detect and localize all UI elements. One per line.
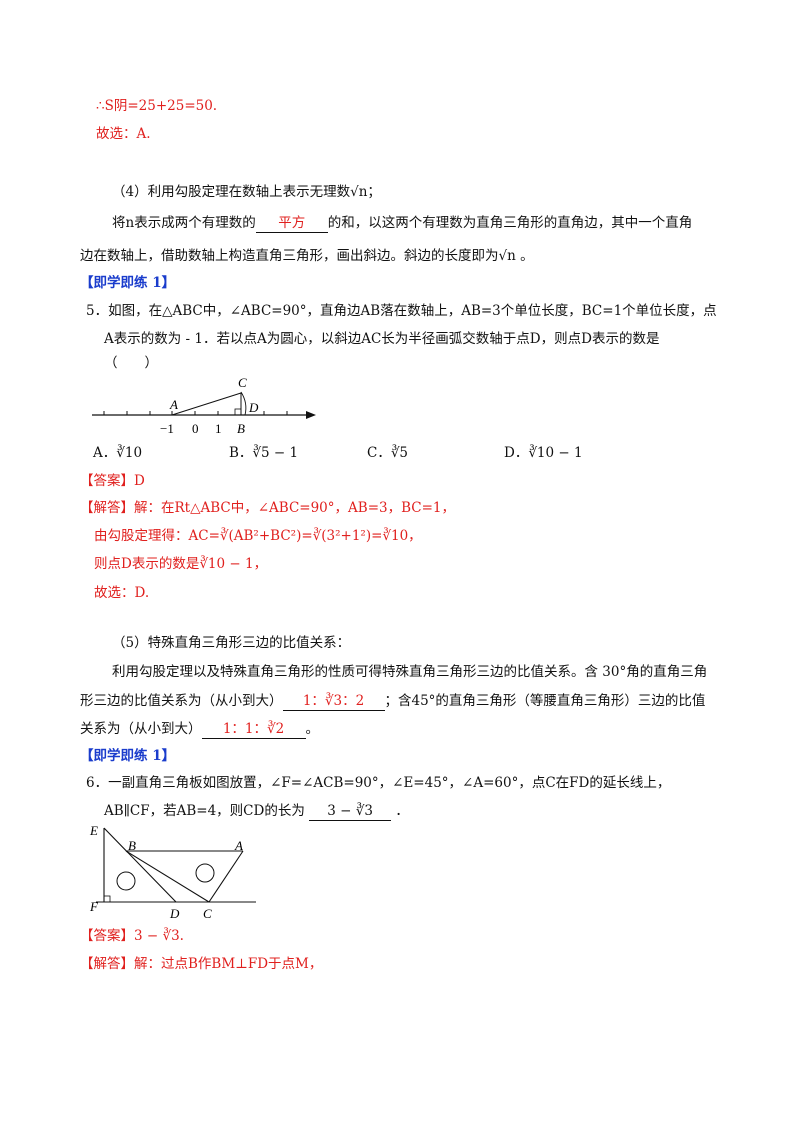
q5-line1: 5．如图，在△ABC中，∠ABC=90°，直角边AB落在数轴上，AB=3个单位长… <box>86 303 717 319</box>
option-b: B．∛5 − 1 <box>229 445 299 461</box>
area-equation: ∴S阴=25+25=50. <box>96 98 218 114</box>
label-A: A <box>169 397 178 412</box>
blank-ratio-45: 1：1：∛2 <box>201 720 306 739</box>
q6-line1: 6．一副直角三角板如图放置，∠F=∠ACB=90°，∠E=45°，∠A=60°，… <box>86 775 671 791</box>
q5-line2: A表示的数为 - 1．若以点A为圆心，以斜边AC长为半径画弧交数轴于点D，则点D… <box>104 331 660 347</box>
label-B: B <box>237 421 245 436</box>
tick-label-minus1: −1 <box>160 421 174 436</box>
arrow-icon <box>306 411 316 419</box>
option-a: A．∛10 <box>93 445 143 461</box>
practice-heading-2: 【即学即练 1】 <box>80 748 176 764</box>
label-D: D <box>248 400 259 415</box>
q6-triangle-figure: E B A F D C <box>89 823 256 921</box>
label-B: B <box>128 838 136 853</box>
choice-line: 故选：A. <box>96 126 151 142</box>
section5-para-line2: 形三边的比值关系为（从小到大） 1：∛3：2 ；含45°的直角三角形（等腰直角三角形… <box>80 692 706 711</box>
q5-solution-line2: 由勾股定理得：AC=∛(AB²+BC²)=∛(3²+1²)=∛10， <box>94 528 422 544</box>
q5-solution-line4: 故选：D. <box>94 585 150 601</box>
q5-number-line-figure: A C D −1 0 1 B <box>92 375 316 436</box>
q5-solution-line3: 则点D表示的数是∛10 − 1， <box>94 556 268 572</box>
practice-heading-1: 【即学即练 1】 <box>80 275 176 291</box>
label-C: C <box>238 375 247 390</box>
q6-line2: AB∥CF，若AB=4，则CD的长为 3 − ∛3 ． <box>104 802 409 821</box>
tick-label-1: 1 <box>215 421 222 436</box>
section4-para-line2: 边在数轴上，借助数轴上构造直角三角形，画出斜边。斜边的长度即为√n 。 <box>80 248 534 264</box>
section5-heading: （5）特殊直角三角形三边的比值关系： <box>112 635 351 651</box>
blank-square: 平方 <box>255 214 328 233</box>
section5-para-line3: 关系为（从小到大） 1：1：∛2。 <box>80 720 319 739</box>
section4-heading: （4）利用勾股定理在数轴上表示无理数√n； <box>112 184 381 200</box>
label-F: F <box>89 899 99 914</box>
label-C: C <box>203 906 212 921</box>
blank-ratio-30: 1：∛3：2 <box>282 692 385 711</box>
label-D: D <box>169 906 180 921</box>
option-d: D．∛10 − 1 <box>504 445 583 461</box>
q5-answer: 【答案】D <box>80 473 145 489</box>
section5-para-line1: 利用勾股定理以及特殊直角三角形的性质可得特殊直角三角形三边的比值关系。含 30°… <box>112 664 708 680</box>
q5-line3: （ ） <box>104 355 158 371</box>
label-E: E <box>89 823 98 838</box>
section4-para-line1: 将n表示成两个有理数的 平方 的和，以这两个有理数为直角三角形的直角边，其中一个直角 <box>112 214 693 233</box>
q6-answer: 【答案】3 − ∛3. <box>80 928 184 944</box>
label-A: A <box>234 838 243 853</box>
q6-solution-line1: 【解答】解：过点B作BM⊥FD于点M， <box>80 956 323 972</box>
q5-solution-line1: 【解答】解：在Rt△ABC中，∠ABC=90°，AB=3，BC=1， <box>80 500 455 516</box>
blank-cd-length: 3 − ∛3 <box>309 802 392 821</box>
option-c: C．∛5 <box>367 445 409 461</box>
tick-label-0: 0 <box>192 421 199 436</box>
